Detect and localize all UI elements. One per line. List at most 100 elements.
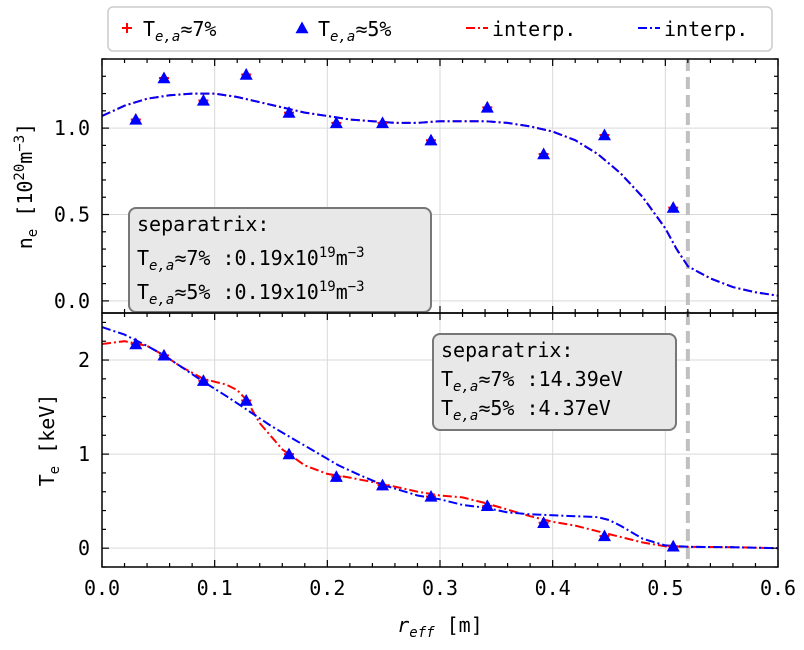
legend-label-main: T bbox=[318, 17, 330, 41]
ann-sub: e,a bbox=[149, 292, 174, 308]
y-axis-label-temperature: Te [keV] bbox=[35, 394, 63, 487]
x-tick-label: 0.1 bbox=[197, 576, 233, 600]
y-tick-label: 1.0 bbox=[54, 116, 90, 140]
y-label-unit: [10 bbox=[13, 181, 37, 229]
data-point-triangle bbox=[480, 100, 494, 113]
x-label-sub: eff bbox=[409, 625, 435, 641]
ann-main: T bbox=[137, 280, 149, 304]
legend-label-rest: ≈5% bbox=[355, 17, 391, 41]
annotation-frame bbox=[128, 207, 432, 313]
ann-sup: 19 bbox=[319, 279, 336, 295]
annotation-title: separatrix: bbox=[441, 338, 573, 362]
data-point-triangle bbox=[196, 93, 210, 106]
legend-triangle-marker bbox=[295, 21, 309, 34]
ann-main: T bbox=[137, 246, 149, 270]
ann-unit: m bbox=[336, 280, 348, 304]
density-panel: 0.00.51.0ne [1020m−3]separatrix:Te,a≈7% … bbox=[12, 58, 779, 314]
data-point-triangle bbox=[157, 348, 171, 361]
x-tick-label: 0.0 bbox=[84, 576, 120, 600]
x-axis: 0.0 0.1 0.2 0.3 0.4 0.5 0.6 reff [m] bbox=[84, 576, 796, 641]
y-label-sup: −3 bbox=[12, 135, 28, 152]
ann-main: T bbox=[441, 367, 453, 391]
y-label-sub: e bbox=[47, 466, 63, 474]
legend-label-main: interp. bbox=[664, 17, 748, 41]
series-line-blue bbox=[102, 92, 778, 297]
y-label-unit: m bbox=[13, 152, 37, 164]
annotation-line: Te,a≈5% :4.37eV bbox=[441, 396, 611, 424]
y-label-sub: e bbox=[25, 229, 41, 237]
x-label-main: r bbox=[397, 613, 409, 637]
y-label-unit: ] bbox=[13, 123, 37, 135]
y-label-unit: [keV] bbox=[35, 394, 59, 466]
legend-frame bbox=[107, 6, 773, 52]
annotation-line: Te,a≈5% :0.19x1019m−3 bbox=[137, 279, 365, 308]
y-label-sup: 20 bbox=[12, 164, 28, 181]
x-tick-label: 0.2 bbox=[309, 576, 345, 600]
data-point-triangle bbox=[597, 529, 611, 542]
legend-entry: Te,a≈7% bbox=[122, 17, 216, 45]
ann-rest: ≈7% :0.19x10 bbox=[174, 246, 319, 270]
data-point-triangle bbox=[424, 133, 438, 146]
data-point-triangle bbox=[129, 112, 143, 125]
legend-label: Te,a≈7% bbox=[143, 17, 216, 45]
x-tick-label: 0.5 bbox=[647, 576, 683, 600]
ann-unit: m bbox=[336, 246, 348, 270]
ann-sup: 19 bbox=[319, 245, 336, 261]
legend-plus-marker bbox=[122, 23, 132, 33]
data-point-triangle bbox=[196, 374, 210, 386]
ann-unit-sup: −3 bbox=[348, 279, 365, 295]
data-point-triangle bbox=[282, 447, 296, 460]
legend-label-main: interp. bbox=[492, 17, 576, 41]
annotation-line: Te,a≈7% :14.39eV bbox=[441, 367, 623, 395]
annotation-title: separatrix: bbox=[137, 212, 269, 236]
x-tick-label: 0.3 bbox=[422, 576, 458, 600]
data-point-triangle bbox=[424, 489, 438, 502]
legend-label-main: T bbox=[143, 17, 155, 41]
ann-sub: e,a bbox=[453, 379, 478, 395]
ann-sub: e,a bbox=[149, 258, 174, 274]
data-point-triangle bbox=[157, 71, 171, 84]
series-line-red bbox=[102, 340, 778, 550]
annotation-frame bbox=[432, 333, 677, 431]
legend-entry: Te,a≈5% bbox=[295, 17, 391, 45]
data-point-triangle bbox=[239, 393, 253, 406]
legend-label-rest: ≈7% bbox=[180, 17, 216, 41]
data-point-triangle bbox=[597, 128, 611, 141]
legend-label: Te,a≈5% bbox=[318, 17, 391, 45]
data-point-triangle bbox=[537, 516, 551, 528]
legend-label-sub: e,a bbox=[155, 29, 180, 45]
x-axis-label: reff [m] bbox=[397, 613, 483, 641]
data-point-triangle bbox=[376, 478, 390, 491]
data-point-triangle bbox=[329, 470, 343, 482]
legend-entry: interp. bbox=[466, 17, 576, 41]
data-point-triangle bbox=[376, 116, 390, 129]
ann-sub: e,a bbox=[453, 408, 478, 424]
legend-label: interp. bbox=[492, 17, 576, 41]
annotation-line: Te,a≈7% :0.19x1019m−3 bbox=[137, 245, 365, 274]
x-tick-label: 0.6 bbox=[760, 576, 796, 600]
y-label-main: n bbox=[13, 237, 37, 249]
annotation-box-density: separatrix:Te,a≈7% :0.19x1019m−3Te,a≈5% … bbox=[128, 207, 432, 313]
legend-label-sub: e,a bbox=[330, 29, 355, 45]
data-point-triangle bbox=[329, 116, 343, 129]
legend: Te,a≈7% Te,a≈5% interp. interp. bbox=[107, 6, 773, 52]
y-tick-label: 0 bbox=[78, 536, 90, 560]
y-tick-label: 2 bbox=[78, 348, 90, 372]
ann-rest: ≈7% :14.39eV bbox=[478, 367, 623, 391]
data-point-triangle bbox=[480, 499, 494, 512]
y-tick-label: 0.5 bbox=[54, 203, 90, 227]
data-point-triangle bbox=[282, 106, 296, 118]
ann-unit-sup: −3 bbox=[348, 245, 365, 261]
y-tick-label: 0.0 bbox=[54, 289, 90, 313]
legend-label: interp. bbox=[664, 17, 748, 41]
data-point-triangle bbox=[129, 337, 143, 350]
data-point-triangle bbox=[666, 201, 680, 213]
y-label-main: T bbox=[35, 474, 59, 486]
x-tick-label: 0.4 bbox=[535, 576, 571, 600]
y-axis-label-density: ne [1020m−3] bbox=[12, 123, 41, 249]
ann-main: T bbox=[441, 396, 453, 420]
data-point-triangle bbox=[239, 68, 253, 80]
